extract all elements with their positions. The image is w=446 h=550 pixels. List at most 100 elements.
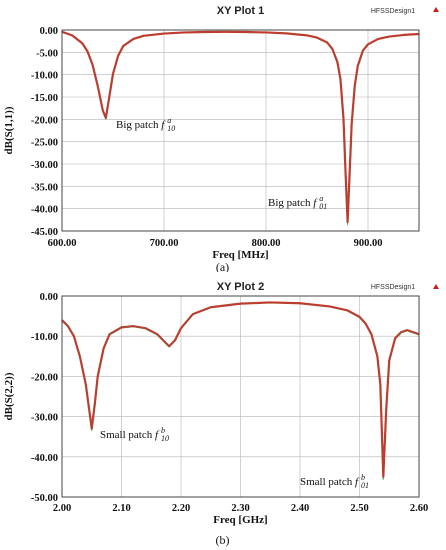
data-point <box>316 36 318 39</box>
data-point <box>88 405 90 408</box>
data-point <box>108 98 110 100</box>
peak-annotation: Small patch f <box>100 429 160 441</box>
data-point <box>265 31 267 34</box>
annotation-subscript: 01 <box>361 481 369 490</box>
marker-triangle-icon <box>433 7 439 12</box>
x-tick-label: 2.20 <box>172 503 190 514</box>
x-tick-label: 700.00 <box>150 238 179 249</box>
peak-annotation: Big patch f <box>268 197 318 209</box>
plot-title: XY Plot 2 <box>217 281 264 293</box>
data-point <box>376 355 378 357</box>
data-point <box>102 109 104 111</box>
marker-triangle-icon <box>433 284 439 289</box>
data-point <box>163 32 165 35</box>
y-tick-label: -15.00 <box>31 93 58 104</box>
data-point <box>358 316 361 318</box>
x-axis-title: Freq [GHz] <box>213 514 267 526</box>
data-point <box>92 64 94 66</box>
data-point <box>382 476 384 478</box>
x-axis-title: Freq [MHz] <box>212 249 268 261</box>
data-point <box>117 55 119 57</box>
data-point <box>388 359 390 361</box>
y-tick-label: -30.00 <box>31 413 58 424</box>
peak-annotation: Big patch f <box>116 119 166 131</box>
data-point <box>364 322 367 324</box>
annotation-subscript: 10 <box>167 124 175 133</box>
x-tick-label: 2.50 <box>350 503 368 514</box>
x-tick-label: 2.00 <box>53 503 71 514</box>
data-point <box>143 35 145 37</box>
y-tick-label: -10.00 <box>31 332 58 343</box>
x-tick-label: 600.00 <box>48 238 77 249</box>
xy-plot-1-panel: XY Plot 1 HFSSDesign1 600.00 700.00 800.00 90… <box>0 0 446 272</box>
y-tick-label: -40.00 <box>31 205 58 216</box>
x-tick-label: 800.00 <box>252 238 281 249</box>
plot-frame <box>61 29 420 232</box>
data-point <box>122 45 124 47</box>
plot-frame <box>61 295 420 498</box>
x-tick-label: 2.10 <box>112 503 130 514</box>
data-point <box>387 36 389 38</box>
data-point <box>385 407 387 410</box>
y-tick-label: 0.00 <box>40 292 58 303</box>
data-point <box>94 403 96 406</box>
grid-lines <box>61 295 420 498</box>
y-tick-label: -5.00 <box>36 48 58 59</box>
data-point <box>400 331 402 333</box>
data-point <box>67 325 69 327</box>
data-point <box>339 78 342 80</box>
data-point <box>224 31 226 33</box>
data-point <box>329 305 331 308</box>
data-point <box>344 172 347 174</box>
data-point <box>86 50 89 53</box>
data-traces <box>61 30 420 226</box>
data-point <box>326 41 328 44</box>
data-point <box>306 34 308 36</box>
data-point <box>285 32 287 34</box>
design-label: HFSSDesign1 <box>371 284 415 291</box>
peak-annotation: Small patch f <box>300 476 360 488</box>
annotation-subscript: 01 <box>319 202 327 211</box>
data-point <box>210 306 212 308</box>
y-tick-label: 0.00 <box>40 26 58 37</box>
data-point <box>362 49 364 52</box>
data-point <box>336 61 338 63</box>
x-tick-label: 2.60 <box>410 503 428 514</box>
data-point <box>351 123 353 125</box>
data-point <box>71 34 73 36</box>
data-point <box>97 375 99 377</box>
data-point <box>239 303 242 305</box>
data-point <box>162 339 164 341</box>
xy-plot-2-panel: XY Plot 2 HFSSDesign1 2.00 2.10 2.20 2.30 2.40… <box>0 276 446 550</box>
data-point <box>132 38 134 40</box>
data-point <box>403 34 405 36</box>
design-label: HFSSDesign1 <box>371 8 415 15</box>
y-tick-label: -40.00 <box>31 453 58 464</box>
data-point <box>103 347 105 349</box>
annotation-superscript: b <box>161 426 165 435</box>
data-point <box>109 333 111 335</box>
data-point <box>406 329 408 331</box>
data-point <box>367 43 369 45</box>
data-point <box>79 355 81 357</box>
y-tick-label: -25.00 <box>31 138 58 149</box>
data-point <box>81 42 83 45</box>
x-tick-label: 2.30 <box>231 503 249 514</box>
y-tick-label: -50.00 <box>31 493 58 504</box>
annotation-subscript: 10 <box>161 434 169 443</box>
y-tick-label: -35.00 <box>31 182 58 193</box>
plot-title: XY Plot 1 <box>217 5 264 17</box>
data-point <box>85 383 87 386</box>
data-point <box>245 31 247 33</box>
y-tick-label: -45.00 <box>31 227 58 238</box>
data-point <box>342 118 345 120</box>
xy-plot-2-chart: XY Plot 2 HFSSDesign1 2.00 2.10 2.20 2.30 2.40… <box>3 281 439 547</box>
data-point <box>299 302 301 304</box>
data-point <box>73 335 75 337</box>
figure-caption: (a) <box>216 260 229 272</box>
data-point <box>377 38 379 40</box>
data-point <box>105 117 107 119</box>
figure-caption: (b) <box>216 533 230 547</box>
annotation-superscript: a <box>167 116 171 125</box>
x-tick-label: 2.40 <box>291 503 309 514</box>
